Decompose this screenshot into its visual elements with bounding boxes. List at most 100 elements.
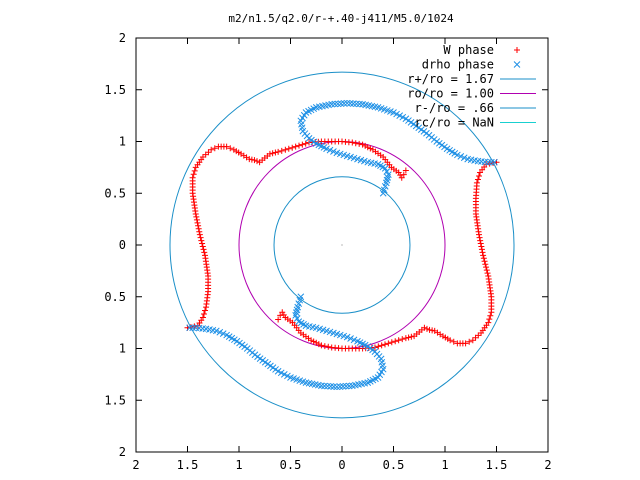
legend-label: drho phase (422, 58, 494, 72)
data-point (484, 158, 492, 166)
data-point (313, 339, 320, 346)
data-point (190, 171, 197, 178)
data-point (219, 330, 227, 338)
data-point (199, 243, 206, 250)
y-tick-label: 0.5 (104, 186, 126, 200)
data-point (479, 249, 486, 256)
data-point (340, 100, 348, 107)
data-point (191, 167, 198, 174)
data-point (223, 143, 230, 150)
data-point (246, 156, 253, 163)
y-tick-label: 1.5 (104, 83, 126, 97)
data-point (216, 328, 224, 336)
data-point (392, 338, 399, 345)
data-point (193, 213, 200, 220)
data-point (299, 141, 306, 148)
data-point (353, 100, 360, 108)
data-point (292, 143, 299, 150)
data-point (429, 327, 436, 334)
data-point (356, 100, 363, 108)
y-tick-label: 2 (119, 445, 126, 459)
x-tick-label: 0.5 (280, 458, 302, 472)
data-point (350, 336, 358, 344)
data-point (400, 171, 407, 178)
data-point (339, 383, 347, 390)
data-point (454, 151, 461, 159)
data-point (248, 156, 255, 163)
data-point (349, 100, 357, 107)
data-point (345, 382, 353, 390)
data-point (352, 140, 359, 147)
data-point (478, 243, 485, 250)
x-tick-label: 0 (338, 458, 345, 472)
x-tick-label: 1.5 (177, 458, 199, 472)
data-point (326, 146, 334, 154)
data-point (197, 234, 204, 241)
y-tick-label: 1 (119, 135, 126, 149)
y-tick-label: 0 (119, 238, 126, 252)
data-point (196, 228, 203, 235)
data-point (200, 311, 207, 317)
data-point (466, 338, 473, 345)
data-point (201, 249, 208, 256)
data-point (423, 325, 430, 332)
data-point (189, 324, 197, 332)
data-point (337, 100, 345, 107)
data-point (513, 61, 521, 68)
data-point (359, 141, 366, 148)
data-point (330, 383, 338, 390)
data-point (279, 309, 286, 316)
data-point (223, 331, 230, 339)
data-point (478, 246, 485, 253)
data-point (486, 316, 493, 323)
data-point (450, 338, 457, 345)
data-point (367, 145, 374, 152)
data-point (474, 176, 481, 183)
data-point (477, 237, 484, 244)
data-point (475, 173, 482, 179)
y-tick-label: 0.5 (104, 290, 126, 304)
axes: 2 1.5 1 0.5 0 0.5 1 1.5 221.510.500.511.52 (104, 31, 551, 472)
data-point (395, 337, 402, 344)
data-point (402, 335, 409, 342)
legend-label: r-/ro = .66 (415, 101, 494, 115)
data-point (333, 149, 341, 157)
data-point (343, 99, 351, 107)
data-point (198, 237, 205, 244)
legend-label: r+/ro = 1.67 (407, 72, 494, 86)
data-point (375, 343, 382, 350)
x-tick-label: 2 (132, 458, 139, 472)
data-point (426, 326, 433, 333)
data-point (334, 100, 342, 108)
data-point (331, 100, 339, 108)
legend-label: W phase (443, 43, 494, 57)
data-point (388, 339, 395, 346)
data-point (476, 234, 483, 241)
data-point (211, 145, 218, 152)
chart-title: m2/n1.5/q2.0/r-+.40-j411/M5.0/1024 (228, 12, 454, 25)
data-point (399, 336, 406, 343)
x-tick-label: 1.5 (486, 458, 508, 472)
data-point (385, 340, 392, 347)
x-tick-label: 2 (544, 458, 551, 472)
data-point (269, 150, 276, 157)
data-point (482, 261, 489, 268)
data-point (275, 148, 282, 155)
legend-label: rc/ro = NaN (415, 116, 494, 130)
data-point (347, 335, 354, 342)
data-point (199, 240, 206, 247)
data-point (330, 148, 337, 155)
data-point (480, 252, 487, 259)
data-point (324, 382, 331, 390)
data-point (487, 312, 494, 319)
data-point (469, 337, 476, 344)
data-point (514, 47, 520, 53)
data-point (318, 342, 325, 349)
circle-2 (273, 176, 411, 314)
data-point (251, 157, 258, 164)
y-tick-label: 2 (119, 31, 126, 45)
data-point (227, 145, 234, 152)
x-tick-label: 0.5 (383, 458, 405, 472)
data-point (208, 146, 215, 153)
data-point (483, 267, 490, 274)
